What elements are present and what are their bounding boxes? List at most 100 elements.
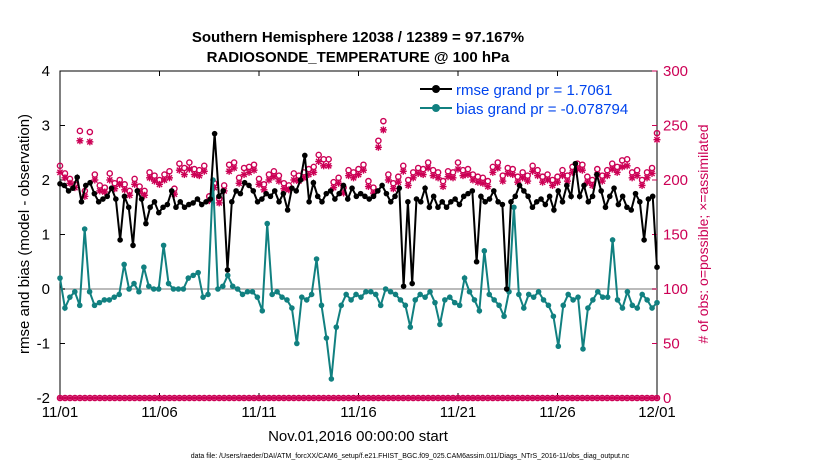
bias-point [155, 286, 162, 292]
obs-assimilated-marker [519, 174, 527, 182]
rmse-point [512, 193, 519, 200]
bottom-assimilated-marker [500, 396, 505, 400]
rmse-point [340, 182, 347, 189]
obs-assimilated-marker [91, 176, 99, 184]
obs-assimilated-marker [225, 167, 233, 175]
obs-assimilated-marker [603, 172, 611, 180]
rmse-point [95, 199, 102, 205]
bottom-assimilated-marker [540, 396, 545, 400]
obs-possible-marker [86, 128, 94, 136]
rmse-point [645, 196, 652, 202]
rmse-point [310, 179, 317, 186]
obs-assimilated-marker [534, 172, 542, 180]
bottom-assimilated-marker [68, 396, 72, 400]
y-tick-label: 4 [42, 63, 50, 80]
bias-point [555, 343, 562, 350]
legend-rmse-marker [432, 85, 440, 93]
bias-point [575, 294, 581, 300]
obs-assimilated-marker [633, 172, 641, 180]
obs-assimilated-marker [504, 169, 512, 177]
bottom-assimilated-marker [112, 396, 117, 400]
obs-assimilated-marker [185, 165, 193, 173]
rmse-point [82, 182, 89, 189]
bottom-assimilated-marker [73, 396, 77, 400]
obs-assimilated-marker [364, 183, 372, 191]
bias-point [328, 376, 335, 382]
obs-possible-marker [454, 159, 462, 166]
x-tick-labels: 11/01 11/06 11/11 11/16 11/21 11/26 12/01 [42, 404, 676, 421]
bias-point [91, 302, 98, 309]
rmse-point [250, 188, 257, 194]
rmse-point [147, 204, 153, 211]
bottom-assimilated-marker [162, 396, 167, 400]
bias-point [629, 302, 636, 309]
bottom-assimilated-marker [396, 396, 401, 400]
obs-assimilated-marker [325, 162, 333, 170]
bias-point [649, 305, 655, 311]
bottom-assimilated-marker [441, 396, 445, 400]
x-tick-label: 11/01 [42, 404, 78, 421]
obs-assimilated-marker [638, 181, 646, 189]
rmse-point [173, 204, 179, 211]
bias-point [654, 299, 660, 306]
y-tick-label: -2 [37, 390, 50, 407]
rmse-point [237, 190, 244, 197]
bias-point [67, 294, 73, 300]
rmse-point [134, 188, 141, 194]
rmse-point [186, 201, 192, 208]
obs-assimilated-marker [265, 176, 273, 184]
bias-point [116, 291, 123, 298]
bias-point [170, 286, 177, 292]
bottom-assimilated-marker [262, 396, 266, 400]
rmse-point [57, 181, 63, 187]
bias-point [417, 291, 423, 298]
rmse-point [130, 242, 136, 249]
obs-possible-marker [380, 117, 387, 125]
bottom-assimilated-marker [167, 396, 172, 400]
bottom-assimilated-marker [177, 396, 182, 400]
rmse-point [87, 179, 93, 186]
bias-point [195, 269, 201, 276]
bias-point [215, 286, 221, 292]
rmse-point [190, 200, 196, 206]
rmse-point [611, 185, 617, 191]
bottom-assimilated-marker [645, 396, 649, 400]
y2-tick-label: 50 [663, 336, 680, 353]
bias-point [599, 294, 606, 300]
obs-assimilated-marker [230, 164, 238, 172]
bias-point [200, 294, 206, 300]
obs-assimilated-marker [275, 177, 283, 185]
x-tick-label: 11/11 [241, 404, 276, 421]
obs-assimilated-marker [180, 171, 188, 179]
bias-point [486, 291, 493, 298]
bias-point [353, 291, 359, 298]
bias-point [141, 264, 147, 271]
bottom-assimilated-marker [292, 396, 296, 400]
y2-tick-label: 100 [663, 281, 688, 298]
rmse-point [194, 196, 201, 202]
bottom-assimilated-marker [301, 396, 306, 400]
bottom-assimilated-marker [356, 396, 361, 400]
bottom-assimilated-marker [182, 396, 187, 400]
x-tick-label: 11/21 [440, 404, 476, 421]
bottom-assimilated-marker [232, 396, 236, 400]
bias-point [150, 286, 157, 292]
obs-assimilated-marker [643, 174, 651, 182]
obs-assimilated-marker [165, 174, 173, 182]
bias-point [72, 288, 78, 295]
obs-assimilated-marker [494, 164, 502, 172]
legend-bias-label: bias grand pr = -0.078794 [456, 101, 628, 118]
bottom-assimilated-marker [297, 396, 301, 400]
obs-assimilated-marker [623, 162, 631, 170]
y2-tick-label: 250 [663, 118, 688, 135]
obs-assimilated-marker [414, 169, 422, 177]
obs-assimilated-marker [474, 178, 482, 186]
bias-point [565, 291, 571, 298]
rmse-point [319, 199, 325, 205]
bias-point [535, 288, 542, 295]
obs-assimilated-marker [131, 180, 139, 188]
bottom-assimilated-marker [306, 396, 311, 400]
bias-point [516, 291, 522, 298]
rmse-point [306, 199, 312, 205]
